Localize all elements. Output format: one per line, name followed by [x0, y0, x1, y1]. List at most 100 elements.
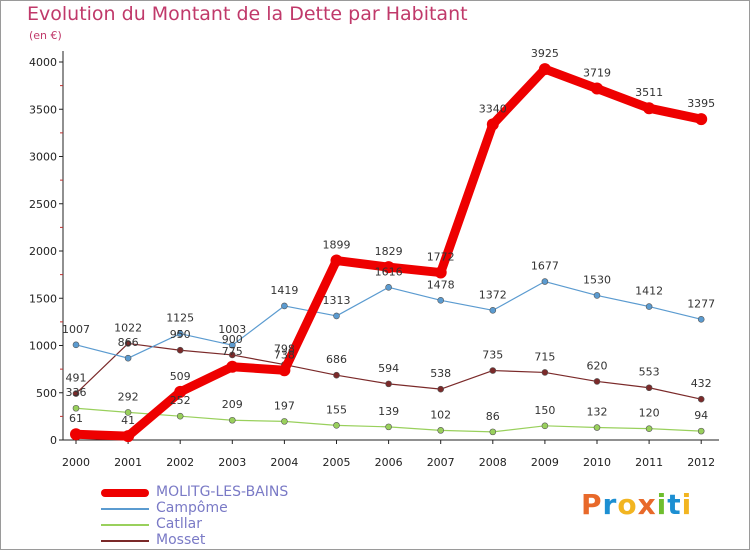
data-point-mosset [489, 367, 497, 374]
data-point-camp-me [541, 278, 549, 285]
data-label-mosset: 900 [222, 333, 243, 346]
data-label-molitg-les-bains: 1772 [427, 251, 455, 264]
data-point-catllar [541, 422, 549, 430]
y-tick-label: 3500 [29, 103, 57, 116]
data-point-catllar [697, 427, 705, 435]
data-label-molitg-les-bains: 3395 [687, 97, 715, 110]
x-tick-label: 2009 [531, 456, 559, 469]
data-point-camp-me [124, 354, 132, 362]
data-label-catllar: 252 [170, 394, 191, 407]
data-point-camp-me [697, 316, 705, 323]
data-point-mosset [229, 351, 236, 359]
data-label-catllar: 292 [118, 390, 139, 403]
data-point-molitg-les-bains [226, 360, 239, 373]
data-label-camp-me: 1478 [427, 278, 455, 291]
data-label-molitg-les-bains: 3340 [479, 102, 507, 115]
chart-data-labels: 491 1022 950 900 798 686 594 538 735 715 620 553 432… [62, 47, 715, 427]
data-point-catllar [281, 418, 288, 425]
data-point-molitg-les-bains [643, 102, 656, 115]
data-label-molitg-les-bains: 61 [69, 412, 83, 425]
y-tick-label: 2500 [29, 198, 57, 211]
data-label-mosset: 686 [326, 353, 347, 366]
legend-swatch [101, 508, 149, 510]
data-point-camp-me [437, 297, 445, 304]
data-point-mosset [645, 384, 653, 392]
x-tick-label: 2001 [114, 456, 142, 469]
data-label-mosset: 538 [430, 367, 451, 380]
data-label-catllar: 120 [639, 407, 660, 420]
data-point-molitg-les-bains [591, 82, 603, 95]
x-tick-label: 2012 [687, 456, 715, 469]
data-label-mosset: 553 [639, 366, 660, 379]
data-point-mosset [697, 395, 705, 403]
data-point-catllar [229, 416, 236, 424]
data-label-camp-me: 1372 [479, 288, 507, 301]
data-point-camp-me [489, 307, 497, 314]
data-label-molitg-les-bains: 41 [121, 414, 135, 427]
data-label-catllar: 155 [326, 403, 347, 416]
chart-legend: MOLITG-LES-BAINS Campôme Catllar Mosset [101, 484, 361, 549]
data-label-mosset: 620 [587, 359, 608, 372]
data-label-catllar: 336 [66, 386, 87, 399]
chart-title: Evolution du Montant de la Dette par Hab… [27, 3, 468, 25]
data-point-mosset [385, 380, 392, 388]
data-label-mosset: 798 [274, 343, 295, 356]
data-point-camp-me [593, 292, 601, 299]
chart-series [70, 63, 708, 443]
x-tick-label: 2006 [375, 456, 403, 469]
data-label-catllar: 132 [587, 406, 608, 419]
data-label-catllar: 139 [378, 405, 399, 418]
legend-item-catllar: Catllar [101, 516, 361, 533]
x-tick-label: 2007 [427, 456, 455, 469]
x-tick-label: 2004 [270, 456, 298, 469]
data-label-camp-me: 1677 [531, 260, 559, 273]
y-tick-label: 1500 [29, 292, 57, 305]
x-tick-label: 2008 [479, 456, 507, 469]
data-point-mosset [72, 390, 80, 397]
y-tick-label: 4000 [29, 56, 57, 69]
data-label-molitg-les-bains: 1829 [375, 245, 403, 258]
data-point-catllar [333, 422, 340, 429]
logo-letter: x [637, 488, 657, 521]
legend-label: Catllar [156, 516, 202, 532]
legend-label: Mosset [156, 532, 206, 548]
legend-swatch [101, 540, 149, 542]
data-label-mosset: 432 [691, 377, 712, 390]
chart-axes: 0 500 1000 1500 2000 2500 3000 3500 4000 2000 2001… [29, 51, 719, 469]
data-label-mosset: 1022 [114, 321, 142, 334]
data-point-catllar [72, 404, 80, 412]
data-point-mosset [176, 346, 184, 354]
y-tick-label: 2000 [29, 245, 57, 258]
data-label-molitg-les-bains: 1899 [323, 239, 351, 252]
data-label-molitg-les-bains: 3719 [583, 67, 611, 80]
data-point-catllar [124, 409, 132, 416]
logo-letter: t [667, 488, 682, 521]
data-point-catllar [489, 428, 497, 436]
x-tick-label: 2010 [583, 456, 611, 469]
data-point-catllar [593, 424, 601, 431]
data-label-molitg-les-bains: 3925 [531, 47, 559, 60]
legend-label: Campôme [156, 500, 228, 516]
data-point-molitg-les-bains [538, 63, 551, 76]
x-tick-label: 2000 [62, 456, 90, 469]
data-point-camp-me [72, 341, 80, 349]
data-label-molitg-les-bains: 3511 [635, 86, 663, 99]
data-point-molitg-les-bains [382, 261, 395, 274]
data-point-mosset [124, 340, 132, 347]
logo-letter: i [681, 488, 693, 521]
data-point-molitg-les-bains [278, 364, 291, 377]
data-point-catllar [645, 425, 653, 432]
data-label-catllar: 86 [486, 410, 500, 423]
data-point-mosset [593, 378, 601, 385]
x-tick-label: 2005 [323, 456, 351, 469]
data-label-catllar: 209 [222, 398, 243, 411]
data-point-camp-me [645, 303, 653, 310]
data-label-camp-me: 866 [118, 336, 139, 349]
data-point-camp-me [385, 283, 392, 291]
legend-label: MOLITG-LES-BAINS [156, 484, 289, 500]
logo-letter: o [617, 488, 638, 521]
data-label-catllar: 102 [430, 408, 451, 421]
data-point-camp-me [229, 341, 236, 349]
data-point-camp-me [176, 330, 184, 337]
